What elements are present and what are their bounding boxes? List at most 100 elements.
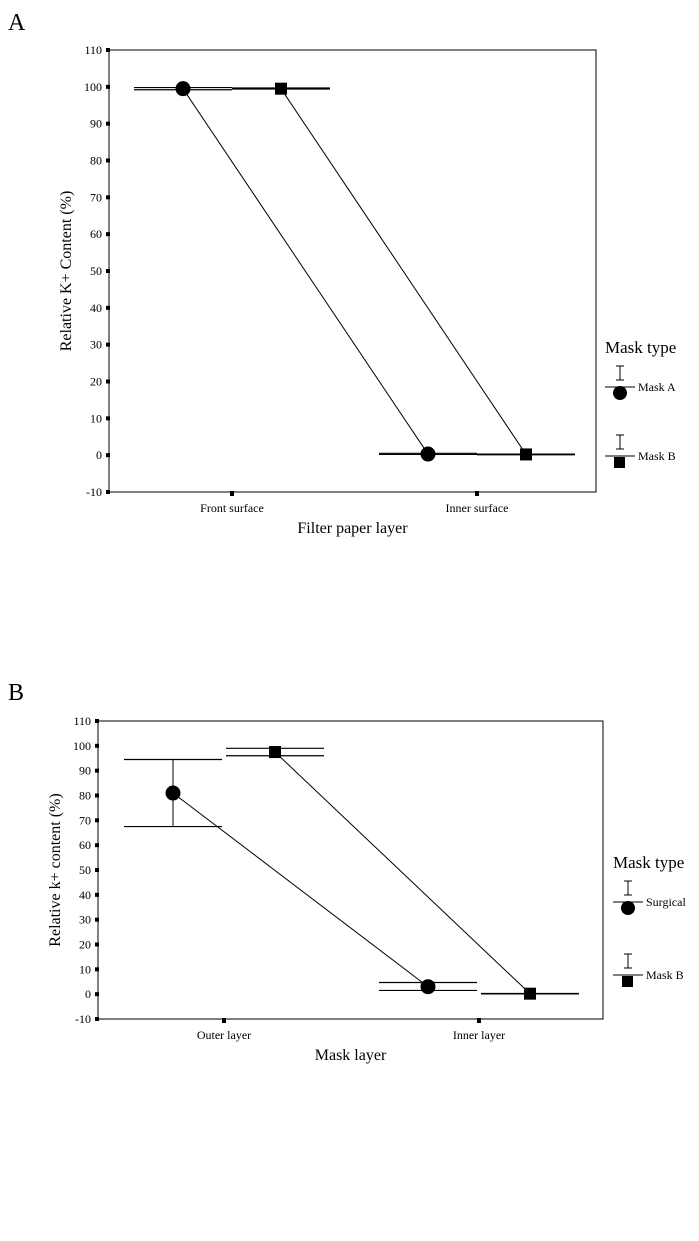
y-tick bbox=[106, 84, 110, 89]
plot-frame bbox=[97, 720, 604, 1020]
y-tick bbox=[95, 868, 99, 872]
y-tick-label: 60 bbox=[79, 838, 91, 852]
x-tick-label: Outer layer bbox=[197, 1028, 251, 1042]
data-point-square bbox=[524, 987, 536, 1000]
y-tick-label: 90 bbox=[79, 764, 91, 778]
data-point-circle bbox=[175, 81, 191, 97]
series-line bbox=[172, 792, 429, 988]
data-point-square bbox=[520, 448, 532, 461]
plot-frame bbox=[108, 49, 597, 493]
legend-circle-icon bbox=[613, 386, 627, 400]
legend-label: Mask B bbox=[646, 968, 684, 982]
x-tick bbox=[475, 491, 479, 496]
legend-label: Mask A bbox=[638, 380, 676, 394]
y-axis-title: Relative K+ Content (%) bbox=[58, 191, 75, 352]
y-tick bbox=[95, 967, 99, 972]
y-tick-label: 80 bbox=[79, 789, 91, 803]
y-tick bbox=[95, 843, 99, 848]
legend-item: Surgical bbox=[613, 880, 686, 915]
x-tick bbox=[230, 491, 234, 496]
y-tick bbox=[95, 719, 99, 723]
y-tick bbox=[106, 269, 110, 273]
y-tick-label: 60 bbox=[90, 227, 102, 241]
y-tick-label: 40 bbox=[90, 301, 102, 315]
x-axis-title: Mask layer bbox=[315, 1047, 387, 1064]
chart-panel-a: A -10 0 10 20 30 40 50 60 70 80 90 100 110 Front surfa… bbox=[8, 10, 676, 537]
series-line bbox=[274, 751, 531, 995]
y-tick-label: 0 bbox=[85, 987, 91, 1001]
y-tick-label: 50 bbox=[90, 264, 102, 278]
y-tick bbox=[95, 942, 99, 947]
y-tick-label: 20 bbox=[90, 375, 102, 389]
y-tick-label: 90 bbox=[90, 117, 102, 131]
legend-square-icon bbox=[622, 976, 633, 987]
y-tick bbox=[95, 743, 99, 748]
legend: Mask type Mask A Mask B bbox=[605, 338, 676, 468]
y-tick-label: 100 bbox=[84, 80, 102, 94]
y-tick bbox=[95, 892, 99, 897]
x-tick-label: Front surface bbox=[200, 501, 264, 515]
y-tick bbox=[95, 818, 99, 823]
data-point-circle bbox=[420, 446, 436, 462]
y-tick-label: 10 bbox=[79, 962, 91, 976]
data-point-circle bbox=[165, 785, 181, 801]
data-point-circle bbox=[420, 979, 436, 995]
y-tick bbox=[106, 158, 110, 163]
y-tick bbox=[106, 121, 110, 126]
x-tick bbox=[477, 1018, 481, 1023]
y-tick-label: 20 bbox=[79, 938, 91, 952]
series-mask-b bbox=[232, 82, 575, 461]
y-tick-label: 80 bbox=[90, 154, 102, 168]
legend-label: Surgical bbox=[646, 895, 686, 909]
legend-item: Mask A bbox=[605, 365, 676, 400]
x-tick-label: Inner layer bbox=[453, 1028, 505, 1042]
y-axis-title: Relative k+ content (%) bbox=[47, 793, 64, 946]
y-tick-label: 70 bbox=[90, 190, 102, 204]
y-tick-label: 30 bbox=[90, 338, 102, 352]
y-tick bbox=[95, 992, 99, 997]
series-surgical bbox=[124, 758, 477, 995]
y-tick-label: 10 bbox=[90, 411, 102, 425]
panel-letter: B bbox=[8, 680, 24, 706]
data-point-square bbox=[275, 82, 287, 95]
panel-letter: A bbox=[8, 10, 26, 36]
legend-title: Mask type bbox=[605, 338, 676, 357]
y-tick-label: 70 bbox=[79, 813, 91, 827]
y-tick-label: 30 bbox=[79, 913, 91, 927]
series-line bbox=[182, 88, 429, 455]
y-tick-label: -10 bbox=[86, 485, 102, 499]
y-tick bbox=[106, 305, 110, 310]
legend-title: Mask type bbox=[613, 853, 684, 872]
y-tick bbox=[106, 342, 110, 347]
data-point-square bbox=[269, 746, 281, 759]
y-tick bbox=[106, 48, 110, 52]
y-tick bbox=[95, 793, 99, 798]
y-tick-label: 110 bbox=[73, 714, 91, 728]
legend: Mask type Surgical Mask B bbox=[613, 853, 686, 987]
y-tick-label: 110 bbox=[84, 43, 102, 57]
y-tick bbox=[106, 416, 110, 421]
y-tick-label: 0 bbox=[96, 448, 102, 462]
chart-panel-b: B -10 0 10 20 30 40 50 60 70 80 90 100 110 Outer layer… bbox=[8, 680, 686, 1064]
series-mask-b bbox=[226, 746, 579, 1000]
legend-label: Mask B bbox=[638, 449, 676, 463]
x-tick bbox=[222, 1018, 226, 1023]
legend-item: Mask B bbox=[613, 953, 684, 987]
series-line bbox=[280, 88, 527, 455]
legend-item: Mask B bbox=[605, 434, 676, 468]
y-tick bbox=[106, 453, 110, 458]
legend-square-icon bbox=[614, 457, 625, 468]
y-tick bbox=[106, 490, 110, 494]
y-tick bbox=[106, 232, 110, 237]
y-tick-label: 40 bbox=[79, 888, 91, 902]
series-mask-a bbox=[134, 81, 477, 462]
x-tick-label: Inner surface bbox=[446, 501, 509, 515]
y-tick bbox=[106, 379, 110, 384]
legend-circle-icon bbox=[621, 901, 635, 915]
x-axis-title: Filter paper layer bbox=[297, 520, 408, 537]
y-tick bbox=[95, 917, 99, 922]
y-tick bbox=[95, 1017, 99, 1021]
y-tick-label: -10 bbox=[75, 1012, 91, 1026]
y-tick-label: 100 bbox=[73, 739, 91, 753]
